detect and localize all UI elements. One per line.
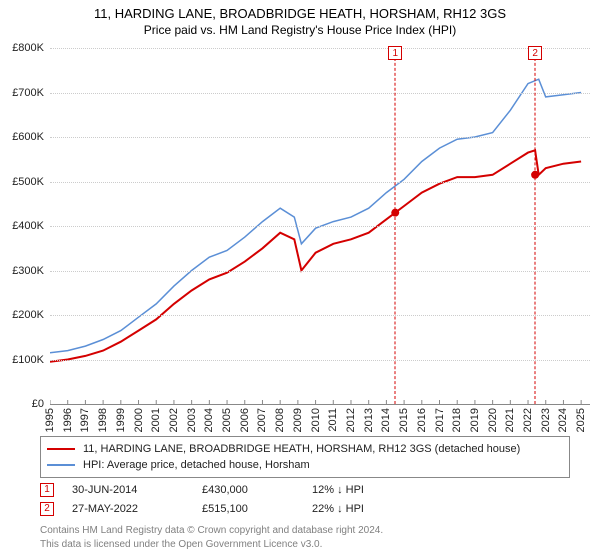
sale-marker-box: 1 [388, 46, 402, 60]
gridline-h [50, 48, 590, 49]
gridline-h [50, 182, 590, 183]
gridline-h [50, 271, 590, 272]
x-tick-label: 2010 [310, 408, 322, 432]
y-tick-label: £600K [0, 131, 44, 143]
series-line-hpi [50, 79, 581, 353]
chart-title-line2: Price paid vs. HM Land Registry's House … [0, 23, 600, 37]
gridline-h [50, 226, 590, 227]
gridline-h [50, 93, 590, 94]
footer-line2: This data is licensed under the Open Gov… [40, 538, 383, 552]
x-tick-label: 2015 [398, 408, 410, 432]
x-tick-label: 2000 [133, 408, 145, 432]
y-tick-label: £200K [0, 309, 44, 321]
x-tick-label: 1997 [79, 408, 91, 432]
gridline-h [50, 137, 590, 138]
x-tick-label: 2009 [292, 408, 304, 432]
x-tick-label: 2018 [451, 408, 463, 432]
x-tick-label: 2020 [487, 408, 499, 432]
x-tick-label: 2011 [327, 408, 339, 432]
x-tick-label: 1995 [44, 408, 56, 432]
x-tick-label: 2016 [416, 408, 428, 432]
x-tick-label: 1996 [62, 408, 74, 432]
x-tick-label: 2002 [168, 408, 180, 432]
x-tick-label: 2025 [575, 408, 587, 432]
footer-line1: Contains HM Land Registry data © Crown c… [40, 524, 383, 538]
legend-label-property: 11, HARDING LANE, BROADBRIDGE HEATH, HOR… [83, 443, 520, 455]
sales-row: 1 30-JUN-2014£430,00012% ↓ HPI [40, 480, 422, 499]
legend-swatch-hpi [47, 464, 75, 466]
legend-box: 11, HARDING LANE, BROADBRIDGE HEATH, HOR… [40, 436, 570, 478]
sale-delta: 12% ↓ HPI [312, 484, 422, 496]
x-tick-label: 2014 [380, 408, 392, 432]
sale-marker-label: 2 [40, 502, 54, 516]
y-tick-label: £400K [0, 220, 44, 232]
sale-marker-label: 1 [40, 483, 54, 497]
y-tick-label: £800K [0, 42, 44, 54]
y-tick-label: £700K [0, 87, 44, 99]
x-tick-label: 2001 [150, 408, 162, 432]
x-tick-label: 1999 [115, 408, 127, 432]
sale-date: 27-MAY-2022 [72, 503, 202, 515]
sale-delta: 22% ↓ HPI [312, 503, 422, 515]
legend-row-hpi: HPI: Average price, detached house, Hors… [47, 457, 563, 473]
x-tick-label: 2022 [522, 408, 534, 432]
x-tick-label: 2003 [186, 408, 198, 432]
footer-text: Contains HM Land Registry data © Crown c… [40, 524, 383, 551]
y-tick-label: £0 [0, 398, 44, 410]
sale-marker-box: 2 [528, 46, 542, 60]
sale-marker-line [395, 48, 396, 404]
y-tick-label: £500K [0, 176, 44, 188]
x-tick-label: 1998 [97, 408, 109, 432]
y-tick-label: £100K [0, 354, 44, 366]
x-tick-label: 2006 [239, 408, 251, 432]
x-tick-label: 2012 [345, 408, 357, 432]
chart-title-block: 11, HARDING LANE, BROADBRIDGE HEATH, HOR… [0, 0, 600, 37]
gridline-h [50, 315, 590, 316]
x-tick-label: 2023 [540, 408, 552, 432]
x-tick-label: 2007 [256, 408, 268, 432]
sale-date: 30-JUN-2014 [72, 484, 202, 496]
legend-label-hpi: HPI: Average price, detached house, Hors… [83, 459, 310, 471]
x-tick-label: 2013 [363, 408, 375, 432]
sale-price: £515,100 [202, 503, 312, 515]
gridline-h [50, 360, 590, 361]
x-tick-label: 2017 [434, 408, 446, 432]
x-tick-label: 2008 [274, 408, 286, 432]
y-tick-label: £300K [0, 265, 44, 277]
sale-marker-line [535, 48, 536, 404]
x-tick-label: 2024 [557, 408, 569, 432]
sales-row: 2 27-MAY-2022£515,10022% ↓ HPI [40, 499, 422, 518]
sale-price: £430,000 [202, 484, 312, 496]
chart-area: £0£100K£200K£300K£400K£500K£600K£700K£80… [50, 48, 590, 405]
x-tick-label: 2019 [469, 408, 481, 432]
chart-title-line1: 11, HARDING LANE, BROADBRIDGE HEATH, HOR… [0, 6, 600, 21]
x-tick-label: 2021 [504, 408, 516, 432]
legend-swatch-property [47, 448, 75, 450]
x-tick-label: 2005 [221, 408, 233, 432]
legend-row-property: 11, HARDING LANE, BROADBRIDGE HEATH, HOR… [47, 441, 563, 457]
sales-table: 1 30-JUN-2014£430,00012% ↓ HPI 2 27-MAY-202… [40, 480, 422, 518]
x-tick-label: 2004 [203, 408, 215, 432]
